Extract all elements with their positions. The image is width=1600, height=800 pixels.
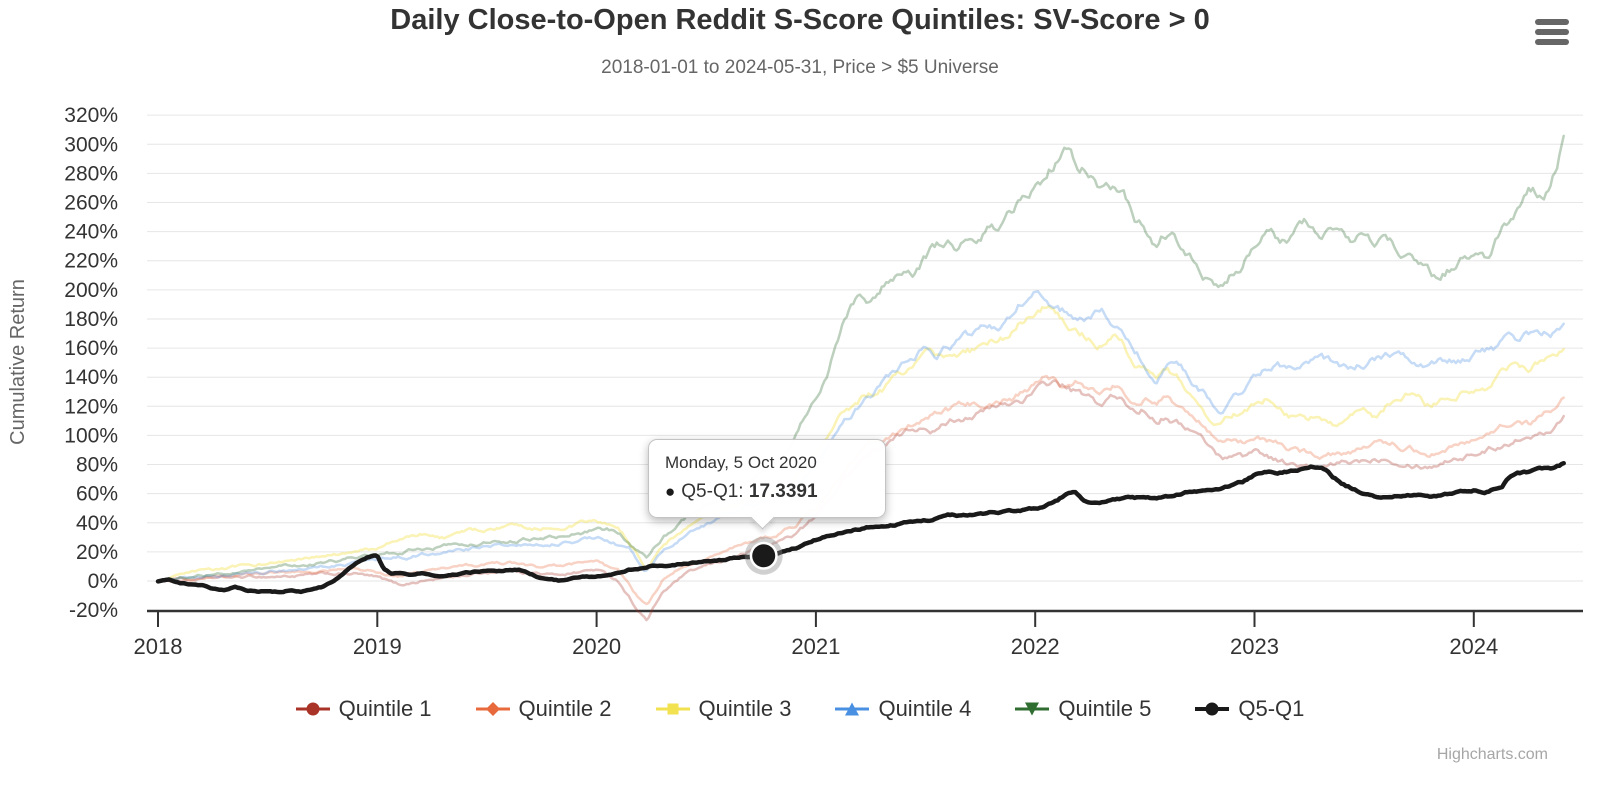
legend-item-label: Quintile 5 <box>1058 696 1152 721</box>
legend-item-quintile-3[interactable]: Quintile 3 <box>655 696 792 722</box>
x-axis-label: 2020 <box>572 634 621 659</box>
y-axis-label: 200% <box>64 279 118 302</box>
tooltip-series-value: 17.3391 <box>748 481 818 502</box>
y-axis-label: -20% <box>69 599 118 622</box>
y-axis-label: 160% <box>64 337 118 360</box>
x-axis-label: 2023 <box>1230 634 1279 659</box>
legend-item-label: Quintile 3 <box>698 696 792 721</box>
y-axis-label: 20% <box>76 541 118 564</box>
y-axis-label: 60% <box>76 483 118 506</box>
tooltip: Monday, 5 Oct 2020 ● Q5-Q1: 17.3391 <box>648 439 886 530</box>
x-axis-label: 2024 <box>1449 634 1498 659</box>
legend-item-quintile-2[interactable]: Quintile 2 <box>475 696 612 722</box>
hover-point-marker <box>752 544 776 568</box>
menu-bar-icon <box>1535 39 1569 45</box>
legend-item-label: Q5-Q1 <box>1238 696 1305 721</box>
square-marker-icon <box>655 703 690 715</box>
y-axis-label: 240% <box>64 221 118 244</box>
legend-item-quintile-5[interactable]: Quintile 5 <box>1015 696 1151 722</box>
triangle-marker-icon <box>835 702 870 716</box>
circle-marker-icon <box>295 702 330 716</box>
legend-item-quintile-1[interactable]: Quintile 1 <box>295 696 432 722</box>
diamond-marker-icon <box>475 702 510 716</box>
x-axis-label: 2022 <box>1011 634 1060 659</box>
y-axis-label: 140% <box>64 366 118 389</box>
y-axis-label: 120% <box>64 395 118 418</box>
legend-item-label: Quintile 4 <box>878 696 972 721</box>
x-axis-label: 2021 <box>791 634 840 659</box>
triangle-down-marker-icon <box>1015 702 1050 716</box>
y-axis-label: 40% <box>76 512 118 535</box>
series-line-quintile-5[interactable] <box>156 134 1565 583</box>
legend-item-label: Quintile 1 <box>338 696 432 721</box>
legend-item-quintile-4[interactable]: Quintile 4 <box>835 696 971 722</box>
y-axis-label: 320% <box>64 104 118 127</box>
y-axis-label: 260% <box>64 191 118 214</box>
legend-item-label: Quintile 2 <box>518 696 612 721</box>
chart-title: Daily Close-to-Open Reddit S-Score Quint… <box>390 4 1210 36</box>
x-axis-label: 2019 <box>353 634 402 659</box>
series-line-quintile-4[interactable] <box>156 290 1565 583</box>
menu-bar-icon <box>1535 29 1569 35</box>
y-axis-label: 180% <box>64 308 118 331</box>
y-axis-title: Cumulative Return <box>7 279 29 445</box>
y-axis-label: 300% <box>64 133 118 156</box>
credits-link[interactable]: Highcharts.com <box>1436 746 1548 763</box>
menu-bar-icon <box>1535 19 1569 25</box>
series-line-q5-q1[interactable] <box>155 460 1566 595</box>
tooltip-series-row: ● Q5-Q1: 17.3391 <box>665 481 871 503</box>
chart-subtitle: 2018-01-01 to 2024-05-31, Price > $5 Uni… <box>601 57 999 78</box>
y-axis-label: 80% <box>76 454 118 477</box>
x-axis-label: 2018 <box>134 634 183 659</box>
circle-marker-icon <box>1195 702 1230 716</box>
tooltip-series-label: Q5-Q1: <box>681 481 744 502</box>
series-line-quintile-3[interactable] <box>156 304 1565 583</box>
y-axis-label: 280% <box>64 162 118 185</box>
y-axis-label: 0% <box>88 570 118 593</box>
context-menu-button[interactable] <box>1535 19 1571 49</box>
tooltip-series-bullet: ● <box>665 482 676 501</box>
legend-item-q5-q1[interactable]: Q5-Q1 <box>1195 696 1304 722</box>
legend: Quintile 1 Quintile 2 Quintile 3 Quintile 4… <box>0 696 1600 722</box>
tooltip-date: Monday, 5 Oct 2020 <box>665 453 817 472</box>
y-axis-label: 220% <box>64 250 118 273</box>
y-axis-label: 100% <box>64 424 118 447</box>
